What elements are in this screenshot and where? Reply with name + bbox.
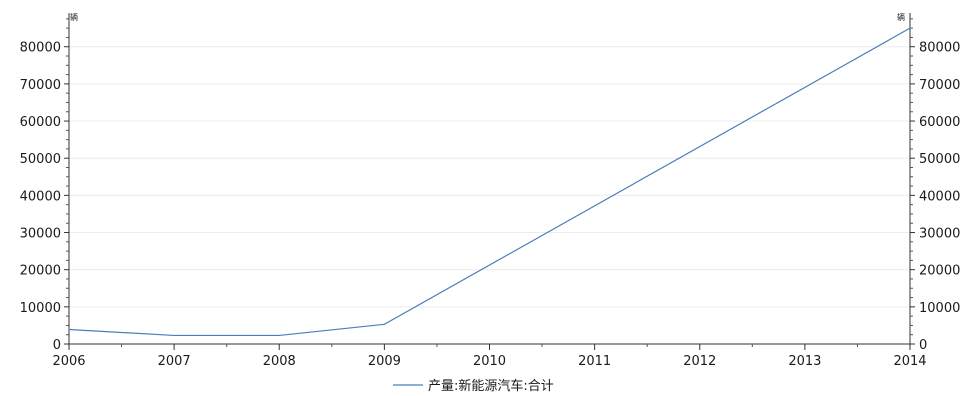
- data-point: [278, 334, 280, 337]
- right-y-unit-label: 辆: [897, 12, 905, 22]
- right-y-tick-label: 40000: [919, 189, 960, 204]
- left-y-tick-label: 40000: [20, 189, 61, 204]
- left-y-tick-label: 10000: [20, 301, 61, 316]
- x-tick-label: 2006: [52, 354, 85, 369]
- legend-label: 产量:新能源汽车:合计: [428, 378, 554, 394]
- right-y-axis: 0 10000 20000 30000 40000 50000 60000 70000 8000…: [910, 18, 960, 353]
- left-y-tick-label: 50000: [20, 152, 61, 167]
- series-line: [68, 27, 911, 337]
- data-point: [173, 334, 175, 337]
- right-y-tick-label: 30000: [919, 227, 960, 242]
- data-point: [909, 27, 911, 29]
- axes: [68, 13, 911, 345]
- left-y-unit-label: 辆: [70, 12, 78, 22]
- right-y-tick-label: 0: [919, 338, 927, 353]
- left-y-tick-label: 60000: [20, 115, 61, 130]
- right-y-tick-label: 80000: [919, 41, 960, 56]
- x-tick-label: 2013: [788, 354, 821, 369]
- series-layer: [68, 27, 911, 337]
- x-tick-label: 2007: [158, 354, 191, 369]
- x-tick-label: 2008: [263, 354, 296, 369]
- x-tick-label: 2010: [473, 354, 506, 369]
- x-tick-label: 2012: [683, 354, 716, 369]
- left-y-axis: 0 10000 20000 30000 40000 50000 60000 70000 8000…: [20, 18, 69, 353]
- x-tick-label: 2009: [368, 354, 401, 369]
- right-y-tick-label: 70000: [919, 78, 960, 93]
- x-tick-label: 2011: [578, 354, 611, 369]
- right-y-tick-label: 20000: [919, 264, 960, 279]
- legend: 产量:新能源汽车:合计: [393, 378, 554, 394]
- left-y-tick-label: 80000: [20, 41, 61, 56]
- left-y-tick-label: 30000: [20, 227, 61, 242]
- left-y-tick-label: 0: [53, 338, 61, 353]
- right-y-tick-label: 60000: [919, 115, 960, 130]
- data-point: [68, 328, 70, 331]
- x-axis: 2006 2007 2008 2009 2010 2011 2012 2013 2014: [52, 344, 927, 369]
- x-tick-label: 2014: [893, 354, 926, 369]
- left-y-tick-label: 70000: [20, 78, 61, 93]
- left-y-tick-label: 20000: [20, 264, 61, 279]
- gridlines: [69, 46, 910, 308]
- data-point: [383, 323, 385, 325]
- right-y-tick-label: 50000: [919, 152, 960, 167]
- right-y-tick-label: 10000: [919, 301, 960, 316]
